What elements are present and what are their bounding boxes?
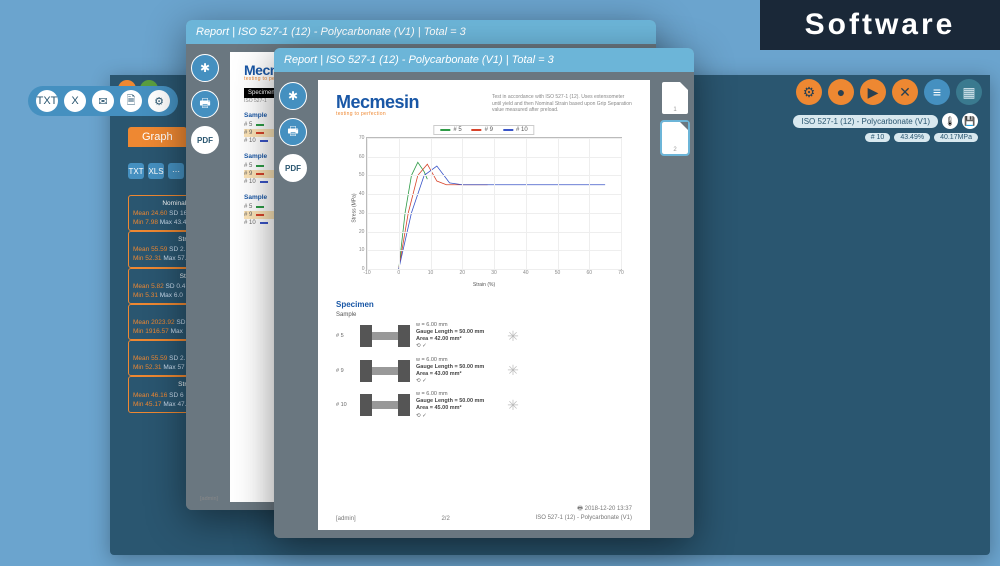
- software-badge: Software: [760, 0, 1000, 50]
- temp-icon: 🌡: [942, 113, 958, 129]
- report-sidebar: ✱ 🖶 PDF: [186, 44, 224, 510]
- footer-test: ISO 527-1 (12) - Polycarbonate (V1): [536, 515, 632, 521]
- y-axis-label: Stress (MPa): [352, 193, 358, 222]
- stress-strain-chart: # 5 # 9 # 10 Stress (MPa) Strain (%) 01020…: [336, 125, 632, 290]
- specimen-row: # 9 w = 6.00 mmGauge Length = 50.00 mmAr…: [336, 357, 632, 386]
- report-title: Report | ISO 527-1 (12) - Polycarbonate …: [186, 20, 656, 44]
- status-panel: ISO 527-1 (12) - Polycarbonate (V1) 🌡 💾 …: [793, 113, 978, 142]
- print-icon[interactable]: 🖶: [191, 90, 219, 118]
- calendar-icon[interactable]: ▦: [956, 79, 982, 105]
- specimen-shape-icon: [360, 394, 410, 416]
- specimen-row: # 5 w = 6.00 mmGauge Length = 50.00 mmAr…: [336, 322, 632, 351]
- legend-item: # 5: [440, 127, 461, 133]
- export-pill-button[interactable]: TXT: [36, 90, 58, 112]
- export-pill-toolbar: TXT X ✉ 🗎 ⚙: [28, 86, 178, 116]
- export-pill-button[interactable]: 🗎: [120, 90, 142, 112]
- specimen-row: # 10 w = 6.00 mmGauge Length = 50.00 mmA…: [336, 391, 632, 420]
- page-thumb[interactable]: 1: [662, 82, 688, 114]
- tools-icon[interactable]: ✕: [892, 79, 918, 105]
- report-window-front: Report | ISO 527-1 (12) - Polycarbonate …: [274, 48, 694, 538]
- x-axis-label: Strain (%): [473, 282, 495, 288]
- chart-legend: # 5 # 9 # 10: [433, 125, 534, 135]
- footer-timestamp: 2018-12-20 13:37: [585, 506, 632, 512]
- export-pill-button[interactable]: ⚙: [148, 90, 170, 112]
- status-pill: 43.49%: [894, 133, 930, 142]
- main-toolbar-right: ⚙●▶✕≡▦: [796, 79, 982, 105]
- list-icon[interactable]: ≡: [924, 79, 950, 105]
- status-pill: 40.17MPa: [934, 133, 978, 142]
- specimen-shape-icon: [360, 325, 410, 347]
- run-icon[interactable]: ✱: [191, 54, 219, 82]
- specimen-shape-icon: [360, 360, 410, 382]
- page-footer: [admin] 2/2 🖶 2018-12-20 13:37 ISO 527-1…: [336, 505, 632, 522]
- specimen-heading: Specimen: [336, 300, 632, 309]
- pdf-button[interactable]: PDF: [279, 154, 307, 182]
- cross-section-icon: ✳: [502, 325, 524, 347]
- page-thumb[interactable]: 2: [662, 122, 688, 154]
- test-name-pill: ISO 527-1 (12) - Polycarbonate (V1): [793, 115, 938, 128]
- report-title: Report | ISO 527-1 (12) - Polycarbonate …: [274, 48, 694, 72]
- tab-graph[interactable]: Graph: [128, 127, 187, 147]
- status-pill: # 10: [865, 133, 891, 142]
- report-sidebar: ✱ 🖶 PDF: [274, 72, 312, 538]
- cross-section-icon: ✳: [502, 360, 524, 382]
- save-icon[interactable]: 💾: [962, 113, 978, 129]
- print-icon[interactable]: 🖶: [279, 118, 307, 146]
- stat-export-icon[interactable]: XLS: [148, 163, 164, 179]
- footer-page: 2/2: [441, 516, 449, 522]
- report-page-2: Mecmesin testing to perfection Test in a…: [318, 80, 650, 530]
- run-icon[interactable]: ✱: [279, 82, 307, 110]
- record-icon[interactable]: ●: [828, 79, 854, 105]
- cross-section-icon: ✳: [502, 394, 524, 416]
- stat-export-icon[interactable]: ⋯: [168, 163, 184, 179]
- test-description: Test in accordance with ISO 527-1 (12). …: [492, 94, 632, 114]
- play-icon[interactable]: ▶: [860, 79, 886, 105]
- export-pill-button[interactable]: ✉: [92, 90, 114, 112]
- footer-user: [admin]: [336, 516, 356, 522]
- legend-item: # 9: [472, 127, 493, 133]
- sample-label: Sample: [336, 312, 632, 318]
- stat-export-icon[interactable]: TXT: [128, 163, 144, 179]
- export-pill-button[interactable]: X: [64, 90, 86, 112]
- gear-icon[interactable]: ⚙: [796, 79, 822, 105]
- legend-item: # 10: [503, 127, 528, 133]
- pdf-button[interactable]: PDF: [191, 126, 219, 154]
- chart-area: 010203040506070-10010203040506070: [366, 137, 622, 270]
- page-thumbs: 12: [656, 72, 694, 538]
